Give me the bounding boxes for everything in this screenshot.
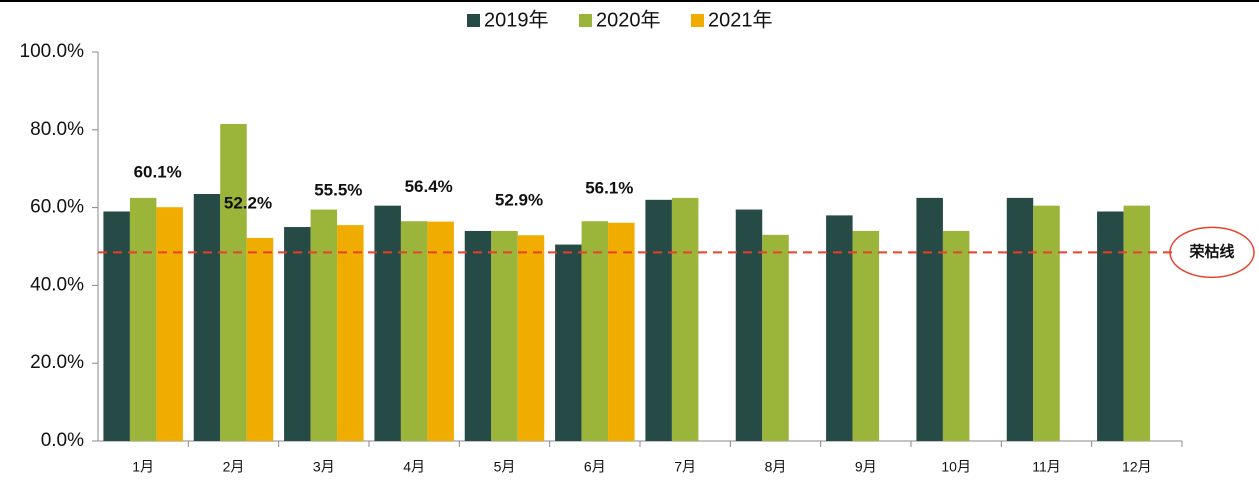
bar — [193, 193, 221, 441]
bar — [427, 221, 454, 441]
bar — [608, 222, 635, 441]
bar — [337, 225, 364, 441]
x-tick-label: 6月 — [584, 459, 606, 475]
bar — [762, 234, 789, 441]
bar — [671, 197, 699, 441]
y-tick-label: 60.0% — [30, 197, 84, 218]
y-tick-label: 40.0% — [30, 274, 84, 295]
reference-circle — [1169, 226, 1255, 279]
data-label: 56.4% — [405, 177, 453, 196]
bar — [645, 199, 672, 441]
bar — [942, 230, 970, 441]
data-label: 56.1% — [585, 178, 633, 197]
bar — [1006, 197, 1034, 441]
bar — [1097, 211, 1124, 441]
bar — [826, 215, 853, 441]
bar — [1033, 205, 1060, 441]
bar — [400, 221, 428, 441]
bar — [517, 235, 545, 441]
x-tick-label: 2月 — [223, 459, 245, 475]
bar — [129, 197, 157, 441]
bar — [246, 237, 274, 441]
y-tick-label: 80.0% — [30, 119, 84, 140]
bar — [464, 230, 492, 441]
x-tick-label: 8月 — [765, 459, 787, 475]
bar — [310, 209, 338, 441]
x-tick-label: 12月 — [1122, 459, 1152, 475]
y-tick-label: 100.0% — [20, 41, 85, 62]
data-label: 55.5% — [314, 181, 362, 200]
x-tick-label: 9月 — [855, 459, 877, 475]
bar — [735, 209, 763, 441]
x-tick-label: 11月 — [1032, 459, 1061, 475]
bar — [581, 221, 609, 441]
legend-label: 2021年 — [708, 8, 773, 31]
legend-label: 2019年 — [484, 8, 549, 31]
legend-swatch — [467, 14, 480, 27]
bar — [284, 227, 311, 441]
bar — [916, 197, 943, 441]
y-tick-label: 0.0% — [41, 430, 84, 451]
legend-swatch — [579, 14, 592, 27]
x-tick-label: 10月 — [941, 459, 971, 475]
data-label: 52.9% — [495, 191, 543, 210]
bar — [491, 230, 518, 441]
x-tick-label: 3月 — [313, 459, 335, 475]
x-tick-label: 5月 — [494, 459, 516, 475]
data-label: 60.1% — [134, 163, 182, 182]
x-tick-label: 7月 — [674, 459, 696, 475]
y-tick-label: 20.0% — [30, 352, 84, 373]
x-tick-label: 4月 — [403, 459, 425, 475]
bar — [103, 211, 130, 441]
bar — [220, 123, 247, 441]
bar — [1123, 205, 1151, 441]
bar — [852, 230, 880, 441]
bar — [374, 205, 401, 441]
legend-label: 2020年 — [596, 8, 661, 31]
data-label: 52.2% — [224, 193, 272, 212]
legend-swatch — [691, 14, 704, 27]
x-tick-label: 1月 — [132, 459, 154, 475]
reference-label: 荣枯线 — [1188, 242, 1234, 260]
bar — [555, 244, 582, 441]
bar — [156, 207, 183, 441]
